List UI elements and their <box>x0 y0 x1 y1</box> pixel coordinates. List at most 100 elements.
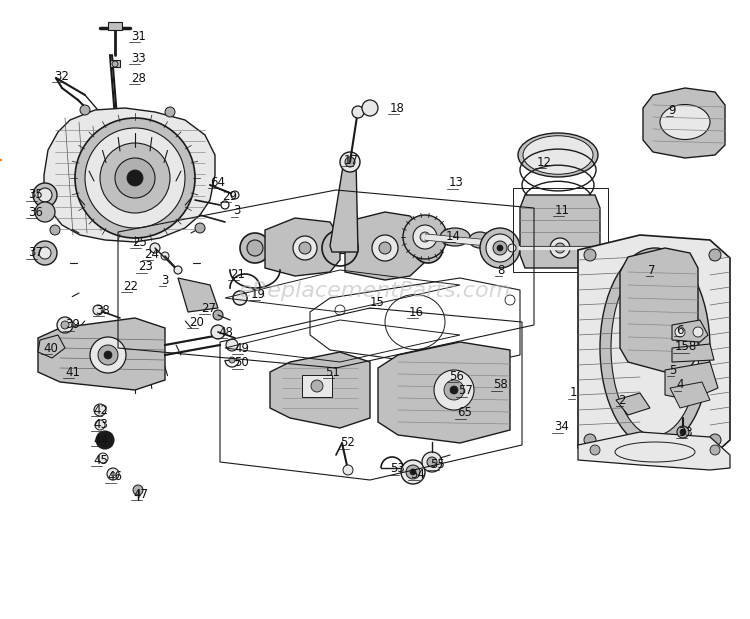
Polygon shape <box>643 88 725 158</box>
Circle shape <box>221 201 229 209</box>
Circle shape <box>590 445 600 455</box>
Polygon shape <box>38 318 165 390</box>
Ellipse shape <box>469 232 491 248</box>
Text: 57: 57 <box>458 384 472 397</box>
Text: 22: 22 <box>123 280 138 293</box>
Ellipse shape <box>555 243 565 253</box>
Text: 27: 27 <box>201 301 216 314</box>
Polygon shape <box>670 382 710 408</box>
Text: 32: 32 <box>54 69 69 82</box>
Ellipse shape <box>518 133 598 177</box>
Text: 33: 33 <box>131 51 146 64</box>
Circle shape <box>213 310 223 320</box>
Polygon shape <box>345 212 425 280</box>
Text: 21: 21 <box>230 267 245 280</box>
Circle shape <box>50 225 60 235</box>
Circle shape <box>434 370 474 410</box>
Polygon shape <box>665 362 718 400</box>
Circle shape <box>427 457 437 467</box>
Text: 31: 31 <box>131 30 146 43</box>
Circle shape <box>39 247 51 259</box>
Circle shape <box>311 380 323 392</box>
Polygon shape <box>265 218 340 276</box>
Circle shape <box>486 234 514 262</box>
Circle shape <box>231 191 239 199</box>
Text: 13: 13 <box>449 176 464 189</box>
Text: 29: 29 <box>222 189 237 202</box>
Text: 34: 34 <box>554 420 568 433</box>
Polygon shape <box>44 108 215 242</box>
Ellipse shape <box>611 261 699 436</box>
Circle shape <box>345 157 355 167</box>
Circle shape <box>75 118 195 238</box>
Text: 45: 45 <box>93 454 108 467</box>
Text: 39: 39 <box>65 319 80 332</box>
Circle shape <box>362 100 378 116</box>
Circle shape <box>240 233 270 263</box>
Polygon shape <box>672 344 714 362</box>
Circle shape <box>174 266 182 274</box>
Text: 6: 6 <box>676 324 683 337</box>
Circle shape <box>112 61 118 67</box>
Circle shape <box>680 429 686 435</box>
Text: 47: 47 <box>133 488 148 501</box>
Text: 42: 42 <box>93 404 108 417</box>
Circle shape <box>111 472 115 476</box>
Text: 16: 16 <box>409 306 424 319</box>
Text: 53: 53 <box>390 462 405 475</box>
Circle shape <box>33 241 57 265</box>
Text: 54: 54 <box>410 467 424 480</box>
Circle shape <box>165 107 175 117</box>
Circle shape <box>497 245 503 251</box>
Circle shape <box>444 380 464 400</box>
Circle shape <box>406 465 420 479</box>
Circle shape <box>80 105 90 115</box>
Text: 41: 41 <box>65 365 80 378</box>
Circle shape <box>413 225 437 249</box>
Polygon shape <box>270 352 370 428</box>
Circle shape <box>98 345 118 365</box>
Circle shape <box>104 351 112 359</box>
Text: 20: 20 <box>189 316 204 329</box>
Circle shape <box>115 158 155 198</box>
Ellipse shape <box>440 228 470 246</box>
Text: 33: 33 <box>678 425 693 438</box>
Text: 58: 58 <box>493 378 508 391</box>
Text: 52: 52 <box>340 436 355 449</box>
Polygon shape <box>330 160 358 252</box>
Ellipse shape <box>550 238 570 258</box>
Circle shape <box>401 460 425 484</box>
Circle shape <box>343 465 353 475</box>
Text: 11: 11 <box>555 204 570 217</box>
Text: 158: 158 <box>675 340 698 353</box>
Polygon shape <box>378 342 510 443</box>
Text: 49: 49 <box>234 342 249 355</box>
Circle shape <box>127 170 143 186</box>
Circle shape <box>675 327 685 337</box>
Circle shape <box>340 152 360 172</box>
Text: 15: 15 <box>370 295 385 308</box>
Circle shape <box>85 128 185 228</box>
Circle shape <box>161 252 169 260</box>
Circle shape <box>709 249 721 261</box>
Circle shape <box>379 242 391 254</box>
Circle shape <box>195 223 205 233</box>
Circle shape <box>229 357 235 363</box>
Circle shape <box>94 404 106 416</box>
Polygon shape <box>616 393 650 415</box>
Text: 56: 56 <box>449 370 464 383</box>
Text: 36: 36 <box>28 206 43 219</box>
Ellipse shape <box>660 105 710 139</box>
Circle shape <box>352 106 364 118</box>
Polygon shape <box>38 335 65 358</box>
Polygon shape <box>578 432 730 470</box>
Text: 2: 2 <box>618 394 626 407</box>
Circle shape <box>693 327 703 337</box>
Polygon shape <box>578 235 730 462</box>
Text: 55: 55 <box>430 457 445 470</box>
Circle shape <box>61 321 69 329</box>
Circle shape <box>403 215 447 259</box>
Text: 44: 44 <box>93 433 108 446</box>
Circle shape <box>710 445 720 455</box>
Circle shape <box>98 453 108 463</box>
